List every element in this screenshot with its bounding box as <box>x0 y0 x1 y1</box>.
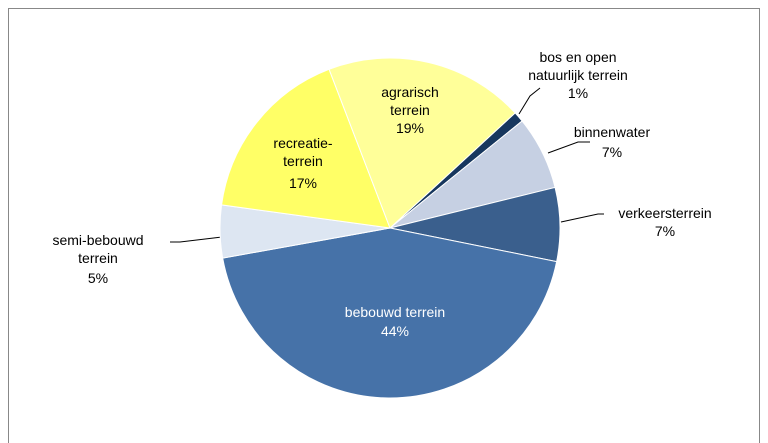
slice-value-label: 7% <box>654 223 676 239</box>
slice-label: agrarisch terrein <box>381 84 439 118</box>
pie-slice <box>222 227 558 399</box>
slice-value-label: 17% <box>288 175 318 191</box>
slice-value-label: 44% <box>380 323 410 339</box>
slice-value-label: 7% <box>601 144 623 160</box>
leader-line <box>560 213 604 223</box>
slice-label: recreatie- terrein <box>273 135 333 169</box>
slice-label: bebouwd terrein <box>344 304 446 320</box>
leader-line <box>518 87 541 115</box>
slice-label: binnenwater <box>573 124 651 140</box>
leader-line <box>170 236 223 243</box>
slice-value-label: 19% <box>395 120 425 136</box>
leader-line <box>547 141 590 154</box>
chart-frame <box>8 8 760 443</box>
slice-label: bos en open natuurlijk terrein <box>528 49 628 83</box>
pie-slice <box>328 57 516 229</box>
slice-label: semi-bebouwd terrein <box>52 232 144 266</box>
pie-slice <box>221 68 391 229</box>
leader-lines <box>170 87 604 243</box>
slice-label: verkeersterrein <box>618 205 712 221</box>
slice-value-label: 5% <box>87 270 109 286</box>
slice-value-label: 1% <box>567 85 589 101</box>
